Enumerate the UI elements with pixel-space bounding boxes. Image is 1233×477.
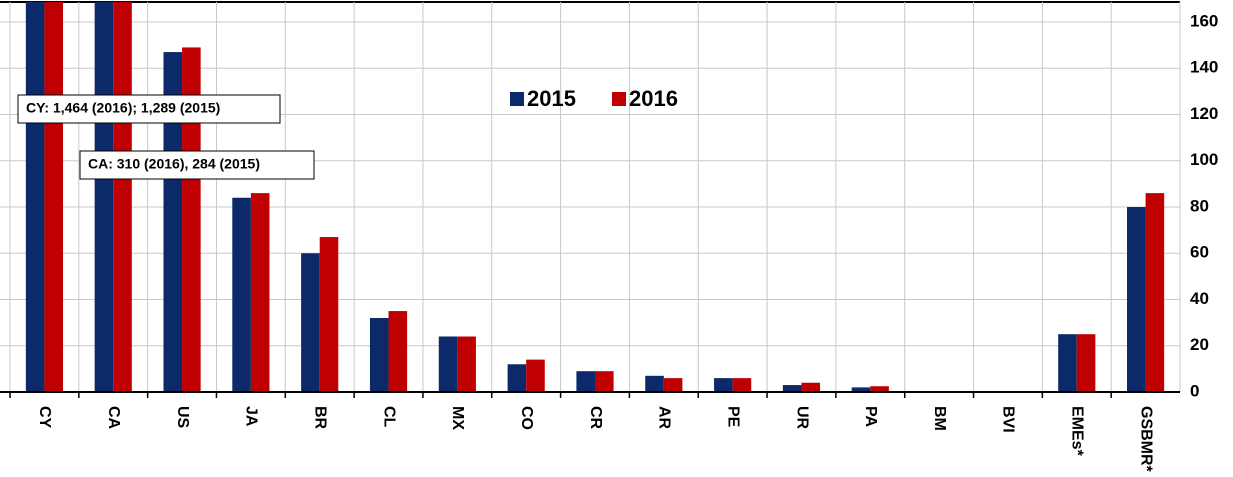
x-tick-label: CO	[518, 406, 535, 430]
bar	[369, 318, 389, 392]
x-tick-label: CL	[380, 406, 397, 428]
bar	[163, 52, 183, 392]
y-tick-label: 0	[1190, 381, 1199, 400]
bar	[250, 193, 270, 392]
x-tick-label: BM	[931, 406, 948, 431]
x-tick-label: CR	[587, 406, 604, 430]
bar	[714, 378, 733, 392]
bar	[645, 375, 664, 392]
bar	[319, 237, 339, 392]
x-tick-label: US	[174, 406, 191, 429]
bar	[94, 2, 114, 392]
x-tick-label: BVI	[1000, 406, 1017, 433]
bar	[1058, 334, 1077, 392]
y-tick-label: 140	[1190, 58, 1218, 77]
x-tick-label: CY	[36, 406, 53, 429]
x-tick-label: JA	[243, 406, 260, 427]
bar	[1076, 334, 1096, 392]
bar	[663, 378, 683, 392]
bars	[25, 2, 1165, 392]
bar	[1145, 193, 1165, 392]
y-tick-label: 120	[1190, 104, 1218, 123]
x-tick-label: EMEs*	[1069, 406, 1086, 457]
bar	[732, 378, 752, 392]
bar	[457, 336, 476, 392]
legend-swatch	[612, 92, 626, 106]
x-tick-label: PE	[724, 406, 741, 428]
bar	[113, 2, 132, 392]
x-tick-label: PA	[862, 406, 879, 427]
bar	[232, 197, 251, 392]
y-tick-label: 60	[1190, 243, 1209, 262]
bar	[576, 371, 595, 392]
annotation: CA: 310 (2016), 284 (2015)	[88, 156, 260, 172]
x-tick-label: UR	[793, 406, 810, 430]
y-tick-label: 160	[1190, 11, 1218, 30]
x-tick-label: CA	[105, 406, 122, 430]
y-tick-label: 80	[1190, 196, 1209, 215]
bar	[388, 311, 408, 392]
annotation-box	[79, 150, 315, 180]
x-tick-label: GSBMR*	[1137, 406, 1154, 472]
legend-label: 2016	[629, 86, 678, 111]
x-tick-label: BR	[311, 406, 328, 430]
legend-swatch	[510, 92, 524, 106]
annotation-box	[17, 94, 281, 124]
bar	[507, 364, 527, 392]
bar	[44, 2, 63, 392]
bar	[182, 47, 201, 392]
bar	[1127, 207, 1146, 392]
bar	[438, 336, 458, 392]
y-tick-label: 100	[1190, 150, 1218, 169]
bar	[595, 371, 614, 392]
annotation: CY: 1,464 (2016); 1,289 (2015)	[26, 100, 220, 116]
y-tick-label: 40	[1190, 289, 1209, 308]
bar	[526, 359, 545, 392]
legend-label: 2015	[527, 86, 576, 111]
bar	[870, 386, 889, 392]
x-tick-label: MX	[449, 406, 466, 430]
y-tick-label: 20	[1190, 335, 1209, 354]
bar	[301, 253, 320, 392]
bar	[25, 2, 45, 392]
bar	[851, 387, 871, 392]
bar	[782, 385, 802, 392]
bar	[801, 382, 821, 392]
x-tick-label: AR	[656, 406, 673, 430]
